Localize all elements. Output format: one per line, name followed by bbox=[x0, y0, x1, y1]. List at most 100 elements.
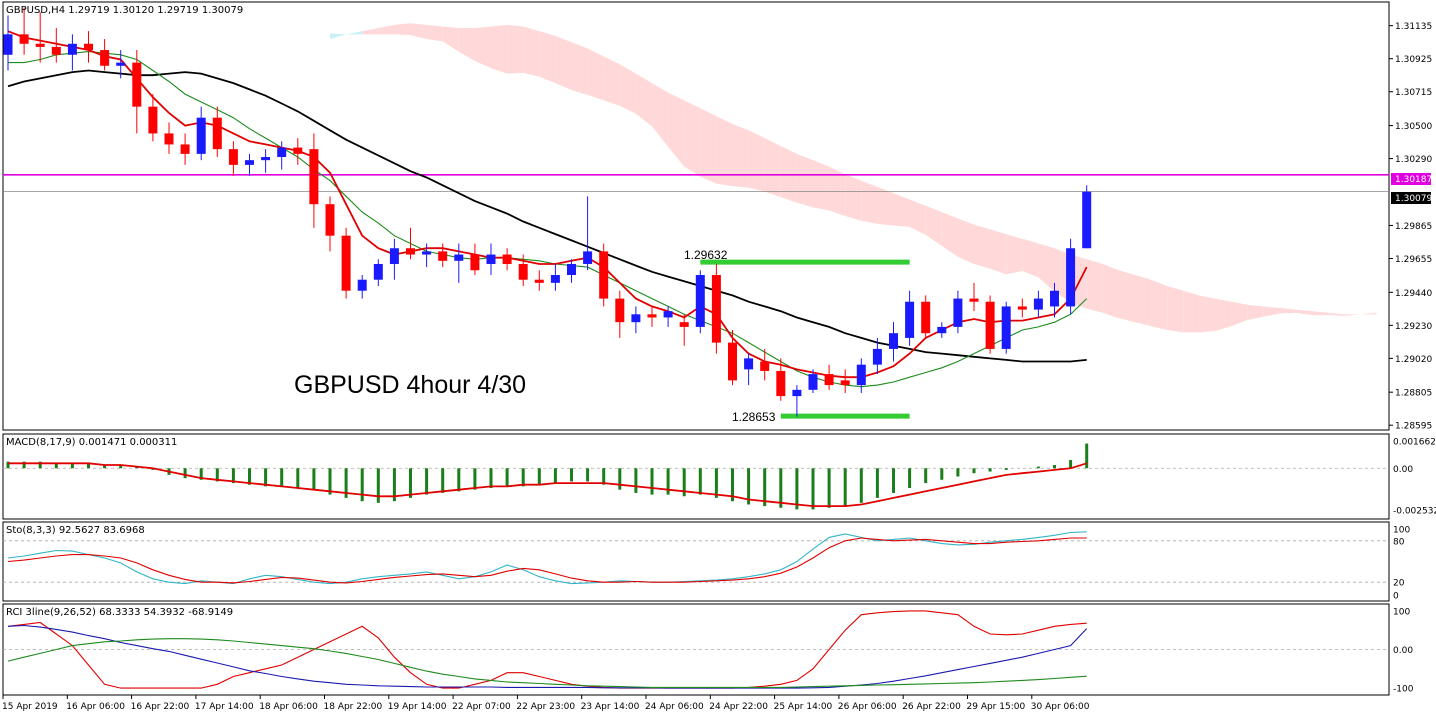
cloud-segment bbox=[378, 24, 395, 35]
cloud-segment bbox=[700, 108, 717, 184]
candle-body bbox=[905, 301, 915, 338]
candle-body bbox=[872, 348, 882, 365]
candle-body bbox=[808, 374, 818, 390]
sto-main-line bbox=[7, 531, 1087, 585]
sto-tick-label: 80 bbox=[1393, 537, 1405, 547]
ma-slow-line bbox=[7, 69, 1087, 363]
cloud-segment bbox=[990, 229, 1007, 275]
macd-tick-label: -0.002532 bbox=[1393, 506, 1436, 516]
cloud-segment bbox=[684, 100, 701, 177]
cloud-segment bbox=[1296, 309, 1313, 316]
candlestick-series bbox=[3, 7, 1092, 417]
macd-series bbox=[3, 443, 1389, 510]
stochastic-series bbox=[3, 531, 1389, 585]
cloud-segment bbox=[587, 48, 604, 101]
cloud-segment bbox=[1086, 259, 1103, 313]
cloud-segment bbox=[474, 26, 491, 69]
cloud-segment bbox=[362, 28, 379, 35]
price-axis: 1.31135 1.30925 1.30715 1.30500 1.30290 1.298… bbox=[1389, 22, 1436, 695]
candle-body bbox=[406, 248, 415, 255]
candle-body bbox=[438, 251, 448, 261]
main-panel-frame bbox=[2, 1, 1390, 431]
cloud-segment bbox=[941, 212, 958, 257]
price-tick-label: 1.29230 bbox=[1395, 322, 1432, 332]
cloud-segment bbox=[539, 31, 556, 84]
cloud-segment bbox=[555, 35, 572, 91]
chart-annotation-title: GBPUSD 4hour 4/30 bbox=[294, 371, 526, 399]
cloud-segment bbox=[1022, 238, 1039, 278]
time-tick-label: 17 Apr 14:00 bbox=[195, 702, 254, 712]
candle-body bbox=[937, 326, 947, 334]
cloud-segment bbox=[1038, 243, 1055, 292]
cloud-segment bbox=[732, 123, 749, 188]
line-price-tag-bg bbox=[1391, 173, 1431, 185]
price-tick-label: 1.29020 bbox=[1395, 355, 1432, 365]
cloud-segment bbox=[1247, 304, 1264, 320]
candle-body bbox=[1066, 248, 1076, 307]
candle-body bbox=[486, 254, 496, 264]
rci-tick-label: 100 bbox=[1393, 607, 1410, 617]
cloud-segment bbox=[893, 193, 910, 228]
macd-tick-label: 0.00 bbox=[1393, 465, 1413, 475]
candle-body bbox=[583, 251, 593, 264]
time-axis: 15 Apr 2019 16 Apr 06:00 16 Apr 22:00 17 Ap… bbox=[2, 695, 1090, 712]
candle-body bbox=[744, 358, 754, 370]
candle-body bbox=[599, 251, 609, 299]
cloud-segment bbox=[410, 23, 427, 40]
candle-body bbox=[631, 314, 641, 323]
cloud-segment bbox=[1199, 295, 1216, 333]
ichimoku-cloud bbox=[330, 23, 1377, 333]
candle-body bbox=[921, 301, 931, 334]
price-tick-label: 1.31135 bbox=[1395, 22, 1432, 32]
macd-signal-line bbox=[8, 462, 1087, 508]
candle-body bbox=[985, 301, 995, 349]
candle-body bbox=[373, 263, 383, 280]
candle-body bbox=[1033, 298, 1043, 310]
candle-body bbox=[695, 274, 705, 327]
cloud-segment bbox=[1183, 290, 1200, 333]
cloud-segment bbox=[1006, 234, 1023, 275]
horizontal-lines bbox=[3, 173, 1389, 419]
cloud-segment bbox=[507, 24, 524, 74]
candle-body bbox=[277, 147, 287, 158]
rci-series bbox=[3, 610, 1389, 689]
candle-body bbox=[647, 314, 657, 318]
cloud-segment bbox=[796, 153, 813, 208]
cloud-segment bbox=[668, 92, 685, 167]
cloud-segment bbox=[491, 24, 508, 74]
candle-body bbox=[856, 364, 866, 386]
price-tick-label: 1.29655 bbox=[1395, 255, 1432, 265]
cloud-segment bbox=[925, 205, 942, 246]
candle-body bbox=[67, 43, 77, 55]
cloud-segment bbox=[813, 160, 830, 211]
price-tick-label: 1.30715 bbox=[1395, 88, 1432, 98]
macd-header-label: MACD(8,17,9) 0.001471 0.000311 bbox=[6, 437, 177, 448]
rci-mid-line bbox=[7, 624, 1088, 689]
cloud-segment bbox=[764, 138, 781, 198]
cloud-segment bbox=[603, 56, 620, 106]
candle-body bbox=[100, 50, 110, 66]
cloud-segment bbox=[1279, 308, 1296, 314]
candle-body bbox=[19, 34, 29, 44]
candle-body bbox=[357, 279, 367, 291]
candle-body bbox=[567, 263, 576, 275]
candle-body bbox=[389, 248, 399, 264]
time-tick-label: 24 Apr 22:00 bbox=[709, 702, 768, 712]
candle-body bbox=[228, 149, 238, 165]
candle-body bbox=[245, 160, 254, 165]
cloud-segment bbox=[1344, 314, 1361, 316]
time-tick-label: 23 Apr 14:00 bbox=[581, 702, 640, 712]
cloud-segment bbox=[346, 31, 363, 35]
cloud-segment bbox=[1312, 311, 1329, 316]
candle-body bbox=[550, 274, 560, 283]
price-tick-label: 1.28805 bbox=[1395, 389, 1432, 399]
cloud-segment bbox=[635, 73, 652, 127]
macd-tick-label: 0.001662 bbox=[1393, 437, 1436, 447]
time-tick-label: 19 Apr 14:00 bbox=[388, 702, 447, 712]
cloud-segment bbox=[845, 174, 862, 221]
candle-body bbox=[84, 43, 93, 51]
sto-panel-frame bbox=[2, 521, 1390, 602]
cloud-segment bbox=[877, 186, 894, 226]
cloud-segment bbox=[442, 26, 459, 52]
